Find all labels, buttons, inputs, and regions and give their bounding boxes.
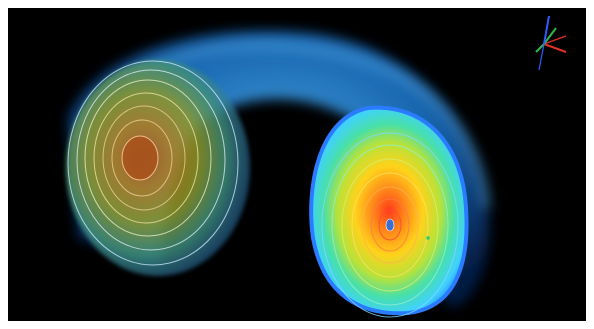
- 3d-render-viewport[interactable]: [8, 8, 586, 321]
- z-axis-line: [538, 43, 545, 71]
- y-axis-line: [543, 27, 557, 45]
- y-axis-line: [535, 43, 545, 53]
- left-cross-section: [66, 60, 250, 276]
- torus-render-scene: [66, 15, 567, 318]
- right-cross-section: [309, 105, 469, 318]
- x-axis-line: [543, 35, 567, 45]
- z-axis-line: [543, 15, 550, 45]
- x-axis-line: [543, 43, 567, 53]
- axes-triad: [535, 15, 567, 71]
